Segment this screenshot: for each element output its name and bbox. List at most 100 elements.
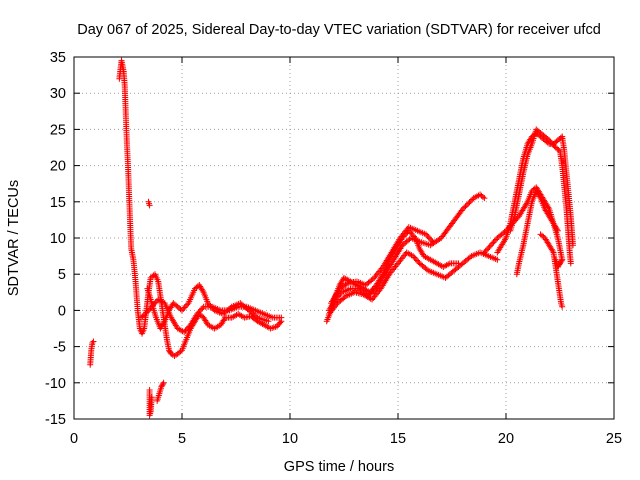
data-point-marker [479,193,486,200]
data-point-marker [182,327,189,334]
data-point-marker [559,256,566,263]
axis-ticks: 0 5 10 15 20 25 -15 -10 -5 0 5 10 15 20 25 30 35 [45,50,622,447]
data-point-marker [159,381,166,388]
data-point-marker [148,394,155,401]
data-point-marker [459,206,466,213]
y-tick-label: -10 [45,376,66,392]
data-point-marker [494,256,501,263]
y-axis-label: SDTVAR / TECUs [6,180,22,296]
data-point-marker [423,266,430,273]
series-segment [559,133,576,249]
chart-title: Day 067 of 2025, Sidereal Day-to-day VTE… [77,22,601,38]
data-point-marker [491,237,498,244]
data-point-marker [549,248,556,255]
data-point-marker [489,240,496,247]
series-segment [146,387,155,419]
data-point-marker [551,143,558,150]
data-point-marker [555,146,562,153]
data-point-marker [198,306,205,313]
data-point-marker [146,306,153,313]
data-point-marker [160,319,167,326]
series-segment [144,282,272,332]
data-point-marker [554,227,561,234]
series-segment [328,224,436,307]
x-tick-label: 25 [606,431,622,447]
x-tick-label: 0 [70,431,78,447]
data-point-marker [423,231,430,238]
data-point-marker [144,308,151,315]
x-tick-label: 15 [390,431,406,447]
data-point-marker [180,305,187,312]
data-point-marker [199,287,206,294]
series-segment [145,198,153,209]
data-point-marker [411,254,418,261]
data-point-marker [195,309,202,316]
x-tick-label: 20 [498,431,514,447]
data-point-marker [343,280,350,287]
data-point-marker [481,195,488,202]
data-point-marker [199,305,206,312]
data-point-marker [567,260,574,267]
data-point-marker [177,348,184,355]
data-point-marker [463,201,470,208]
data-point-marker [146,202,153,209]
data-point-marker [483,246,490,253]
data-point-marker [160,379,167,386]
data-point-marker [152,299,159,306]
data-point-marker [196,308,203,315]
data-point-marker [536,193,543,200]
data-point-marker [367,295,374,302]
data-point-marker [277,319,284,326]
y-tick-label: 15 [50,195,66,211]
data-point-marker [278,314,285,321]
data-point-marker [140,312,147,319]
series-segment [154,379,167,404]
data-point-marker [486,243,493,250]
data-point-marker [465,200,472,207]
data-point-marker [204,300,211,307]
data-point-marker [547,138,554,145]
data-point-marker [206,301,213,308]
data-point-marker [142,311,149,318]
data-point-marker [485,245,492,252]
data-point-marker [466,199,473,206]
y-tick-label: 10 [50,231,66,247]
data-point-marker [569,242,576,249]
data-point-marker [185,324,192,331]
y-tick-label: 25 [50,122,66,138]
data-point-marker [183,326,190,333]
data-point-marker [467,197,474,204]
data-point-marker [207,303,214,310]
data-point-marker [546,137,553,144]
data-point-marker [208,304,215,311]
data-point-marker [179,307,185,314]
data-point-marker [550,141,557,148]
y-tick-label: 5 [58,267,66,283]
data-point-marker [410,253,417,260]
data-point-marker [558,257,565,264]
data-point-marker [544,136,551,143]
series-segment [552,256,566,270]
data-point-marker [424,232,431,239]
data-point-marker [341,294,348,301]
y-tick-label: -15 [45,412,66,428]
data-point-marker [89,339,96,346]
data-point-marker [462,203,469,210]
data-point-marker [482,248,489,255]
data-point-marker [487,242,494,249]
data-point-marker [210,305,217,312]
data-point-marker [553,226,560,233]
data-point-marker [481,249,488,256]
x-tick-label: 5 [178,431,186,447]
data-point-marker [184,301,191,308]
data-point-marker [369,276,376,283]
data-point-marker [461,204,468,211]
data-point-marker [194,311,201,318]
y-tick-label: -5 [53,340,66,356]
series-segment [325,249,501,318]
series-segment [87,338,97,368]
data-points [87,57,576,419]
data-point-marker [143,309,150,316]
y-tick-label: 35 [50,50,66,66]
